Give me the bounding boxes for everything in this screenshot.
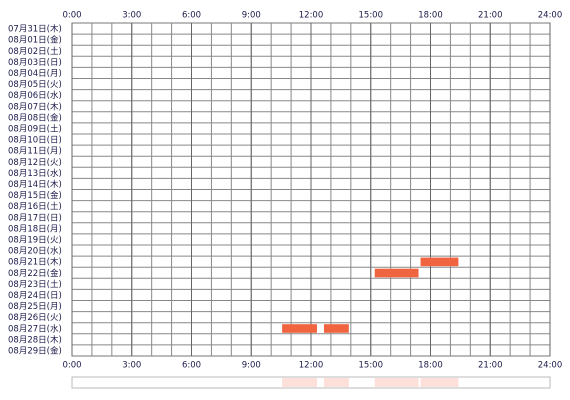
activity-bar	[282, 324, 317, 333]
activity-bar	[323, 324, 349, 333]
y-tick-label: 08月05日(火)	[8, 80, 62, 90]
y-tick-label: 08月02日(土)	[8, 46, 62, 57]
y-tick-label: 08月23日(土)	[8, 279, 62, 290]
y-tick-label: 08月10日(日)	[8, 136, 62, 146]
y-tick-label: 08月16日(土)	[8, 201, 62, 212]
y-tick-label: 08月03日(日)	[8, 58, 62, 68]
y-tick-label: 08月18日(月)	[8, 224, 62, 234]
x-tick-label: 15:00	[359, 361, 384, 371]
y-tick-label: 08月08日(金)	[8, 112, 62, 123]
x-tick-label: 3:00	[122, 361, 141, 371]
x-tick-label: 15:00	[359, 11, 384, 21]
y-tick-label: 08月17日(日)	[8, 213, 62, 223]
x-tick-label: 18:00	[418, 361, 443, 371]
y-tick-label: 08月22日(金)	[8, 268, 62, 279]
x-tick-label: 24:00	[538, 11, 563, 21]
y-tick-label: 08月28日(木)	[8, 334, 62, 345]
summary-segment	[282, 378, 317, 387]
y-tick-label: 08月24日(日)	[8, 291, 62, 301]
x-tick-label: 12:00	[299, 11, 324, 21]
y-tick-label: 08月11日(月)	[8, 147, 62, 157]
y-tick-label: 08月09日(土)	[8, 123, 62, 134]
x-tick-label: 12:00	[299, 361, 324, 371]
x-tick-label: 18:00	[418, 11, 443, 21]
x-tick-label: 9:00	[242, 361, 261, 371]
x-tick-label: 24:00	[538, 361, 563, 371]
y-tick-label: 08月04日(月)	[8, 69, 62, 79]
x-tick-label: 3:00	[122, 11, 141, 21]
summary-segment	[323, 378, 349, 387]
x-tick-label: 21:00	[478, 11, 503, 21]
y-tick-label: 08月25日(月)	[8, 302, 62, 312]
x-tick-label: 6:00	[182, 11, 201, 21]
y-tick-label: 07月31日(木)	[8, 24, 62, 35]
x-tick-label: 21:00	[478, 361, 503, 371]
y-tick-label: 08月26日(火)	[8, 313, 62, 323]
summary-bar	[71, 376, 551, 389]
y-tick-label: 08月19日(火)	[8, 235, 62, 245]
y-tick-label: 08月29日(金)	[8, 345, 62, 356]
summary-segment	[420, 378, 459, 387]
x-tick-label: 0:00	[62, 11, 81, 21]
summary-segment	[374, 378, 419, 387]
x-tick-label: 0:00	[62, 361, 81, 371]
y-tick-label: 08月13日(水)	[8, 168, 62, 179]
y-tick-label: 08月27日(水)	[8, 323, 62, 334]
x-tick-label: 6:00	[182, 361, 201, 371]
x-tick-label: 9:00	[242, 11, 261, 21]
y-tick-label: 08月20日(水)	[8, 246, 62, 257]
y-tick-label: 08月12日(火)	[8, 158, 62, 168]
y-tick-label: 08月01日(金)	[8, 35, 62, 46]
y-tick-label: 08月21日(木)	[8, 257, 62, 268]
y-tick-label: 08月06日(水)	[8, 90, 62, 101]
activity-bar	[420, 257, 459, 267]
y-tick-label: 08月14日(木)	[8, 179, 62, 190]
y-tick-label: 08月07日(木)	[8, 101, 62, 112]
y-tick-label: 08月15日(金)	[8, 190, 62, 201]
activity-bar	[374, 268, 419, 278]
